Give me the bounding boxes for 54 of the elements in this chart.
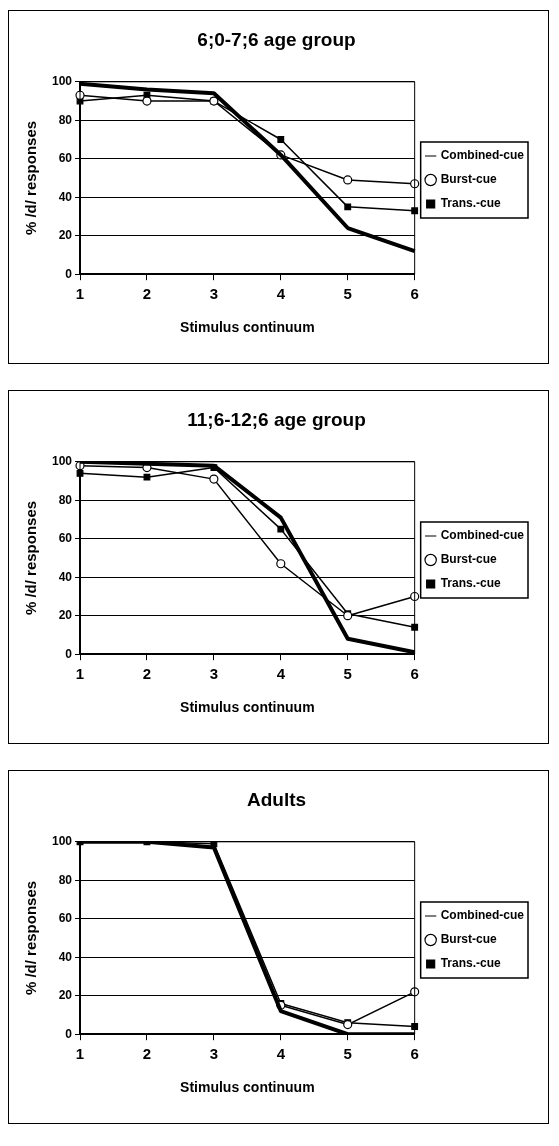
y-tick-label: 60 — [58, 531, 73, 546]
x-tick-label: 3 — [209, 1045, 219, 1063]
x-tick-label: 2 — [142, 285, 152, 303]
x-axis-title: Stimulus continuum — [180, 319, 315, 336]
y-tick-label: 60 — [58, 911, 73, 926]
x-tick-label: 3 — [209, 665, 219, 683]
legend-label: Burst-cue — [440, 932, 497, 947]
y-tick-label: 20 — [58, 988, 73, 1003]
y-tick-label: 80 — [58, 872, 73, 887]
x-tick-label: 4 — [276, 285, 286, 303]
y-tick-label: 20 — [58, 608, 73, 623]
y-tick-label: 100 — [51, 834, 73, 849]
legend-label: Burst-cue — [440, 172, 497, 187]
y-axis-title: % /d/ responses — [22, 120, 40, 236]
legend-label: Burst-cue — [440, 552, 497, 567]
y-tick-label: 100 — [51, 74, 73, 89]
legend-label: Trans.-cue — [440, 196, 502, 211]
x-tick-label: 6 — [410, 285, 419, 303]
y-axis-title: % /d/ responses — [22, 880, 40, 996]
x-tick-label: 2 — [142, 665, 152, 683]
x-tick-label: 6 — [410, 1045, 419, 1063]
chart-title: 11;6-12;6 age group — [187, 408, 366, 430]
x-tick-label: 1 — [75, 1045, 85, 1063]
y-tick-label: 40 — [58, 949, 73, 964]
y-tick-label: 0 — [65, 646, 73, 661]
x-tick-label: 1 — [75, 285, 85, 303]
y-tick-label: 40 — [58, 189, 73, 204]
x-axis-title: Stimulus continuum — [180, 1079, 315, 1096]
x-tick-label: 4 — [276, 665, 286, 683]
y-tick-label: 0 — [65, 1026, 73, 1041]
x-tick-label: 3 — [209, 285, 219, 303]
chart-title: Adults — [246, 788, 307, 810]
legend-label: Trans.-cue — [440, 576, 502, 591]
x-tick-label: 4 — [276, 1045, 286, 1063]
y-tick-label: 100 — [51, 454, 73, 469]
y-axis-title: % /d/ responses — [22, 500, 40, 616]
y-tick-label: 20 — [58, 228, 73, 243]
legend-label: Combined-cue — [440, 528, 525, 543]
y-tick-label: 60 — [58, 151, 73, 166]
y-tick-label: 80 — [58, 112, 73, 127]
x-tick-label: 5 — [343, 1045, 352, 1063]
x-tick-label: 2 — [142, 1045, 152, 1063]
legend-label: Trans.-cue — [440, 956, 502, 971]
y-tick-label: 80 — [58, 492, 73, 507]
y-tick-label: 0 — [65, 266, 73, 281]
x-axis-title: Stimulus continuum — [180, 699, 315, 716]
legend-label: Combined-cue — [440, 148, 525, 163]
x-tick-label: 5 — [343, 285, 352, 303]
legend-label: Combined-cue — [440, 908, 525, 923]
x-tick-label: 5 — [343, 665, 352, 683]
x-tick-label: 6 — [410, 665, 419, 683]
y-tick-label: 40 — [58, 569, 73, 584]
x-tick-label: 1 — [75, 665, 85, 683]
chart-title: 6;0-7;6 age group — [197, 28, 356, 50]
